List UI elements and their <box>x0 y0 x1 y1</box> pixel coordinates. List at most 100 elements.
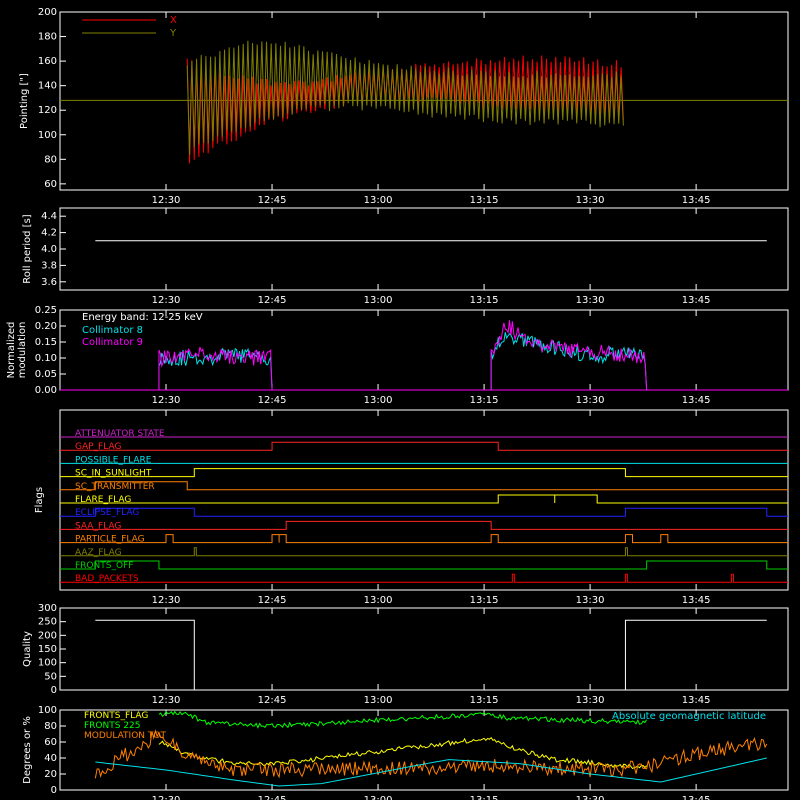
y-tick-label: 50 <box>44 671 57 682</box>
x-tick-label: 13:45 <box>682 795 711 800</box>
flag-label-bad-packets: BAD_PACKETS <box>75 574 139 584</box>
pointing-ylabel: Pointing ["] <box>19 73 30 129</box>
flag-line-aaz-flag <box>60 547 788 557</box>
modulation-series-9 <box>158 346 273 391</box>
degrees-series-1 <box>158 736 648 770</box>
flags-frame <box>59 409 789 591</box>
roll-period-panel: 12:30 12:45 13:00 13:15 13:30 13:45 3.6 3.8 4.0 4… <box>22 207 789 306</box>
y-tick-label: 200 <box>38 7 57 18</box>
x-tick-label: 13:30 <box>576 295 605 306</box>
x-tick-label: 12:30 <box>152 395 181 406</box>
y-tick-label: 4.0 <box>41 244 57 255</box>
flag-line-sc-in-sunlight <box>60 468 788 478</box>
flag-line-flare-flag <box>60 494 788 504</box>
flags-panel: 12:30 12:45 13:00 13:15 13:30 13:45 Flags ATTEN… <box>34 409 789 606</box>
x-tick-label: 13:00 <box>364 595 393 606</box>
x-tick-label: 13:15 <box>470 195 499 206</box>
mod-ylabel-1: Normalized <box>6 322 17 379</box>
y-tick-label: 80 <box>44 154 57 165</box>
y-tick-label: 200 <box>38 630 57 641</box>
y-tick-label: 0.05 <box>35 369 57 380</box>
x-tick-label: 12:30 <box>152 795 181 800</box>
flag-line-saa-flag <box>60 520 788 530</box>
x-tick-label: 13:30 <box>576 695 605 706</box>
degrees-series-3 <box>94 729 768 779</box>
y-tick-label: 4.4 <box>41 211 57 222</box>
modulation-panel: 12:30 12:45 13:00 13:15 13:30 13:45 0.00 0.05 0.… <box>6 305 789 406</box>
legend-label-collimator-9: Collimator 9 <box>82 337 143 348</box>
legend-label-collimator-8: Collimator 8 <box>82 325 143 336</box>
x-tick-label: 12:45 <box>258 295 287 306</box>
x-tick-label: 13:45 <box>682 295 711 306</box>
x-tick-label: 13:00 <box>364 295 393 306</box>
flag-label-saa-flag: SAA_FLAG <box>75 521 121 531</box>
x-tick-label: 13:00 <box>364 695 393 706</box>
x-tick-label: 12:45 <box>258 795 287 800</box>
x-tick-label: 12:45 <box>258 595 287 606</box>
y-tick-label: 120 <box>38 105 57 116</box>
y-tick-label: 150 <box>38 644 57 655</box>
quality-line <box>95 619 767 691</box>
y-tick-label: 80 <box>44 721 57 732</box>
flag-line-bad-packets <box>60 573 788 583</box>
x-tick-label: 12:30 <box>152 195 181 206</box>
y-tick-label: 60 <box>44 737 57 748</box>
degrees-series-4 <box>95 757 767 787</box>
x-tick-label: 13:15 <box>470 295 499 306</box>
y-tick-label: 0.20 <box>35 321 57 332</box>
x-tick-label: 12:45 <box>258 695 287 706</box>
legend-label-degrees-3: MODULATION TOT <box>84 731 166 741</box>
flag-label-sc-in-sunlight: SC_IN_SUNLIGHT <box>75 469 152 479</box>
y-tick-label: 140 <box>38 81 57 92</box>
modulation-series-9 <box>490 320 648 391</box>
mod-ylabel-2: modulation <box>17 322 28 379</box>
x-tick-label: 13:00 <box>364 395 393 406</box>
x-tick-label: 12:45 <box>258 395 287 406</box>
x-tick-label: 12:45 <box>258 195 287 206</box>
degrees-ylabel: Degrees or % <box>22 716 33 784</box>
roll-frame <box>59 207 789 291</box>
flag-line-sc-transmitter <box>60 481 788 491</box>
x-tick-label: 13:45 <box>682 395 711 406</box>
flags-ylabel: Flags <box>34 487 45 513</box>
modulation-series-8 <box>490 332 648 391</box>
x-tick-label: 13:15 <box>470 595 499 606</box>
flag-label-eclipse-flag: ECLIPSE_FLAG <box>75 508 139 518</box>
roll-ylabel: Roll period [s] <box>22 214 33 283</box>
legend-label-x: X <box>170 15 177 26</box>
flag-label-gap-flag: GAP_FLAG <box>75 442 121 452</box>
x-tick-label: 13:00 <box>364 195 393 206</box>
degrees-frame <box>59 709 789 791</box>
x-tick-label: 13:15 <box>470 795 499 800</box>
x-tick-label: 12:30 <box>152 295 181 306</box>
flag-line-fronts-off <box>60 560 788 570</box>
x-tick-label: 13:30 <box>576 795 605 800</box>
y-tick-label: 100 <box>38 130 57 141</box>
x-tick-label: 13:00 <box>364 795 393 800</box>
pointing-panel: 12:30 12:45 13:00 13:15 13:30 13:45 60 80 100 120… <box>19 7 789 206</box>
x-tick-label: 13:45 <box>682 695 711 706</box>
y-tick-label: 40 <box>44 753 57 764</box>
degrees-panel: 12:30 12:45 13:00 13:15 13:30 13:45 0 20 40 60 80 1… <box>22 705 789 800</box>
flag-label-possible-flare: POSSIBLE_FLARE <box>75 455 152 465</box>
x-tick-label: 13:30 <box>576 395 605 406</box>
x-tick-label: 13:45 <box>682 195 711 206</box>
flag-line-gap-flag <box>60 441 788 451</box>
legend-label-y: Y <box>169 28 177 39</box>
legend-label-degrees-2: FRONTS 225 <box>84 721 141 731</box>
y-tick-label: 0.00 <box>35 385 57 396</box>
y-tick-label: 4.2 <box>41 228 57 239</box>
y-tick-label: 60 <box>44 179 57 190</box>
flag-label-sc-transmitter: SC_TRANSMITTER <box>75 482 155 492</box>
y-tick-label: 20 <box>44 769 57 780</box>
y-tick-label: 180 <box>38 32 57 43</box>
pointing-frame <box>59 11 789 191</box>
x-tick-label: 13:45 <box>682 595 711 606</box>
pointing-series-y <box>186 40 624 155</box>
x-tick-label: 13:30 <box>576 595 605 606</box>
flag-line-particle-flag <box>60 534 788 544</box>
y-tick-label: 0.10 <box>35 353 57 364</box>
y-tick-label: 0.15 <box>35 337 57 348</box>
flag-line-eclipse-flag <box>60 507 788 517</box>
